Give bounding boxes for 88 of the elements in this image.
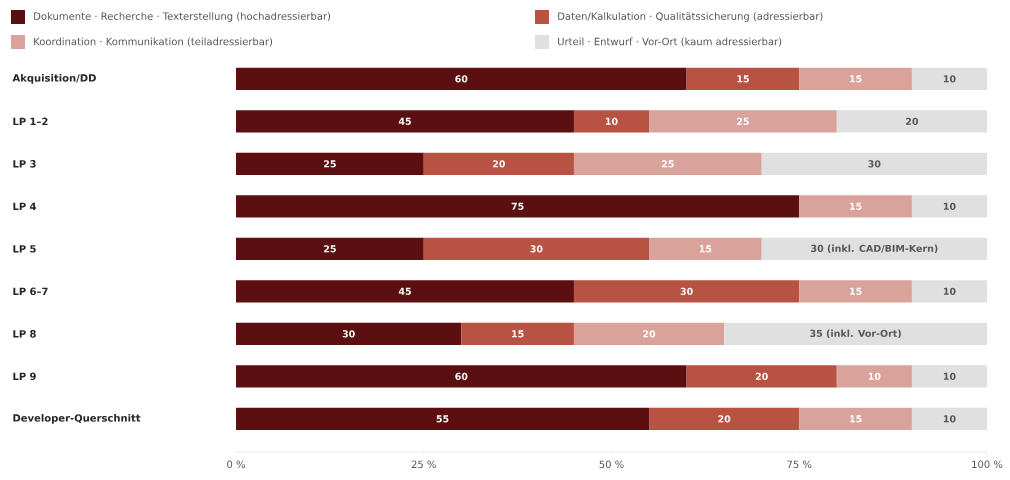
data-label: 30	[342, 330, 355, 338]
data-label: 45	[398, 117, 411, 125]
data-label: 55	[436, 415, 449, 423]
bar	[686, 365, 837, 388]
data-label: 20	[718, 415, 731, 423]
bar	[236, 365, 687, 388]
y-tick-label: LP 5	[13, 245, 36, 253]
bar	[461, 322, 574, 345]
data-label: 10	[868, 372, 881, 380]
data-label: 10	[943, 372, 956, 380]
bar	[799, 67, 912, 90]
bar	[236, 67, 687, 90]
data-label: 20	[755, 372, 768, 380]
bar	[799, 195, 912, 218]
legend-label: Dokumente · Recherche · Texterstellung (hochadressierbar)	[34, 12, 331, 22]
bar	[573, 152, 762, 175]
legend-label: Koordination · Kommunikation (teiladressierbar)	[34, 37, 273, 47]
bar	[573, 322, 725, 345]
data-label: 25	[324, 160, 336, 168]
bar	[236, 195, 800, 218]
bar	[761, 237, 987, 260]
y-tick-label: LP 4	[13, 202, 37, 210]
x-tick-label: 75 %	[787, 460, 812, 469]
data-label: 15	[850, 287, 862, 295]
data-label: 60	[455, 372, 468, 380]
bar	[799, 280, 912, 303]
y-tick-label: LP 9	[13, 372, 36, 381]
bar	[236, 280, 574, 303]
bar	[836, 365, 912, 388]
y-tick-label: LP 3	[13, 160, 36, 168]
data-label: 10	[605, 117, 618, 125]
legend-label: Urteil · Entwurf · Vor-Ort (kaum adressierbar)	[558, 37, 782, 47]
y-tick-label: Akquisition/DD	[12, 74, 96, 84]
bar	[423, 152, 574, 175]
data-label: 10	[943, 75, 956, 83]
data-label: 15	[512, 330, 524, 338]
data-label: 20	[643, 330, 656, 338]
x-tick-label: 25 %	[411, 460, 436, 469]
data-label: 25	[661, 160, 674, 168]
data-label: 60	[455, 75, 468, 83]
data-label: 30	[680, 287, 693, 295]
bar	[911, 407, 987, 430]
data-label: 45	[398, 287, 411, 295]
x-tick-label: 0 %	[227, 460, 245, 469]
data-label: 30	[868, 160, 881, 168]
legend-label: Daten/Kalkulation · Qualitätssicherung (adressierbar)	[558, 12, 823, 22]
x-tick-label: 100 %	[972, 460, 1003, 469]
bar	[236, 237, 424, 260]
x-tick-label: 50 %	[599, 460, 624, 469]
bar	[649, 407, 800, 430]
data-label: 15	[850, 415, 862, 423]
y-tick-label: LP 8	[13, 330, 36, 338]
bar	[911, 67, 987, 90]
data-label: 15	[850, 75, 862, 83]
data-label: 35 (inkl. Vor-Ort)	[810, 329, 901, 339]
bar	[649, 110, 837, 133]
data-label: 25	[737, 117, 749, 125]
data-label: 10	[943, 287, 956, 295]
data-label: 10	[943, 415, 956, 423]
data-label: 15	[699, 245, 712, 253]
bar	[423, 237, 650, 260]
data-label: 30	[530, 245, 543, 253]
bar	[649, 237, 762, 260]
bar	[686, 67, 800, 90]
data-label: 20	[906, 117, 919, 125]
bar	[236, 407, 650, 430]
bar	[573, 280, 800, 303]
y-tick-label: Developer-Querschnitt	[13, 414, 141, 424]
bar	[761, 152, 987, 175]
data-label: 10	[943, 202, 956, 210]
bar	[236, 322, 462, 345]
data-label: 75	[511, 202, 524, 210]
data-label: 15	[737, 75, 749, 83]
y-tick-label: LP 6–7	[13, 287, 48, 296]
data-label: 25	[324, 245, 336, 253]
bar	[799, 407, 912, 430]
bar	[911, 195, 987, 218]
data-label: 15	[850, 202, 862, 210]
data-label: 30 (inkl. CAD/BIM-Kern)	[811, 244, 938, 254]
bar	[236, 110, 574, 133]
bar	[911, 365, 987, 388]
bar	[836, 110, 987, 133]
bar	[573, 110, 650, 133]
bar	[724, 322, 987, 345]
bar	[911, 280, 987, 303]
y-tick-label: LP 1–2	[13, 117, 48, 126]
data-label: 20	[492, 160, 506, 168]
bar	[236, 152, 424, 175]
